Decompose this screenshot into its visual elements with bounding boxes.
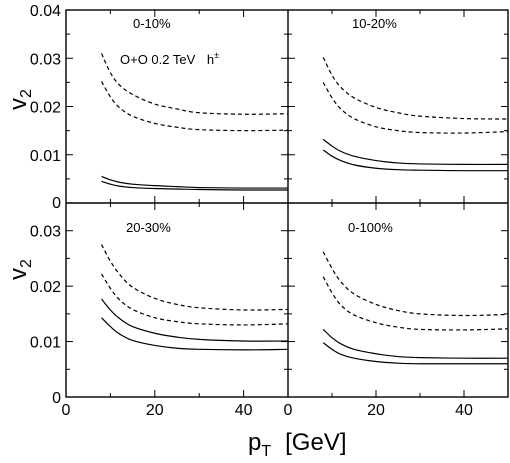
series-line-panel4-solid-4 xyxy=(322,342,508,365)
y-tick-label: 0.02 xyxy=(30,100,61,117)
series-line-panel4-solid-3 xyxy=(322,328,509,359)
series-line-panel3-dashed-1 xyxy=(100,244,289,311)
annotation-system: O+O 0.2 TeV xyxy=(120,52,196,67)
xlabel: pT [GeV] xyxy=(248,429,347,460)
y-tick-label: 0.04 xyxy=(30,3,61,20)
y-tick-label: 0 xyxy=(52,195,61,212)
xlabel-unit: [GeV] xyxy=(285,429,346,456)
xlabel-sub: T xyxy=(261,443,271,460)
xlabel-main: p xyxy=(248,429,261,456)
x-tick-label: 40 xyxy=(455,402,473,419)
annotation-charge: ± xyxy=(214,50,219,60)
series-line-panel2-solid-3 xyxy=(322,138,509,166)
y-tick-label: 0.02 xyxy=(30,279,61,296)
y-tick-label: 0.03 xyxy=(30,224,61,241)
tick-labels: 0 20 40 0 20 40 0 0.01 0.02 0.03 0.04 0 0.01 0.02 0.03 xyxy=(30,3,473,419)
series-line-panel1-dashed-2 xyxy=(101,81,289,132)
panel-label-0-100: 0-100% xyxy=(348,220,393,235)
panel-label-0-10: 0-10% xyxy=(133,16,171,31)
x-tick-label: 0 xyxy=(284,402,293,419)
panel-label-10-20: 10-20% xyxy=(352,16,397,31)
series-line-panel1-dashed-1 xyxy=(100,53,289,115)
x-tick-label: 20 xyxy=(146,402,164,419)
ylabel-bottom-main: v xyxy=(5,268,32,280)
ylabel-bottom: v2 xyxy=(5,259,35,280)
series-line-panel2-dashed-2 xyxy=(322,82,509,134)
panel-frames xyxy=(65,9,509,398)
series-line-panel4-dashed-1 xyxy=(322,251,509,317)
ylabel-top-sub: 2 xyxy=(18,89,35,98)
collision-annotation: O+O 0.2 TeV h± xyxy=(120,50,219,67)
series-line-panel3-solid-4 xyxy=(101,317,289,351)
x-tick-label: 20 xyxy=(367,402,385,419)
x-tick-label: 40 xyxy=(235,402,253,419)
y-tick-label: 0.01 xyxy=(30,335,61,352)
x-tick-label: 0 xyxy=(62,402,71,419)
series-line-panel3-solid-3 xyxy=(101,298,289,342)
y-tick-label: 0.01 xyxy=(30,148,61,165)
annotation-particle: h xyxy=(207,52,214,67)
series-line-panel2-dashed-1 xyxy=(322,57,509,120)
series-line-panel1-solid-4 xyxy=(101,180,289,191)
ylabel-top-main: v xyxy=(5,98,32,110)
curves xyxy=(100,53,509,365)
panel-label-20-30: 20-30% xyxy=(126,220,171,235)
y-tick-label: 0 xyxy=(52,390,61,407)
ylabel-top: v2 xyxy=(5,89,35,110)
series-line-panel4-dashed-2 xyxy=(322,276,509,331)
ylabel-bottom-sub: 2 xyxy=(18,259,35,268)
series-line-panel3-dashed-2 xyxy=(101,273,289,326)
axis-ticks xyxy=(66,10,508,397)
y-tick-label: 0.03 xyxy=(30,51,61,68)
series-line-panel2-solid-4 xyxy=(322,149,509,172)
series-line-panel1-solid-3 xyxy=(101,175,289,189)
